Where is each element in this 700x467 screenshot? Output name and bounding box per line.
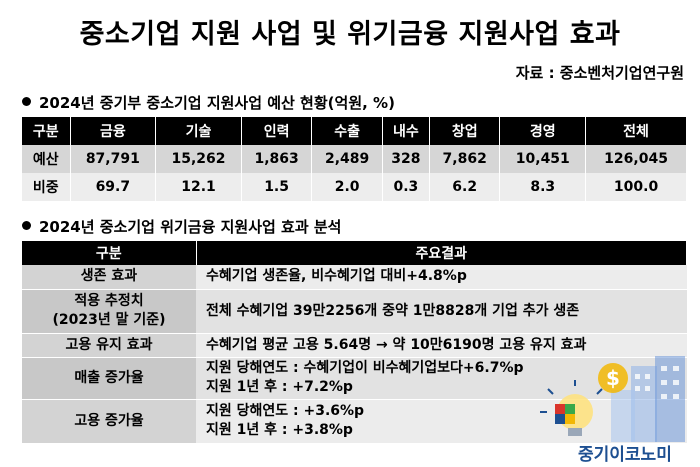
table-row: 예산 87,791 15,262 1,863 2,489 328 7,862 1… [22, 145, 687, 173]
effect-section-heading: 2024년 중소기업 위기금융 지원사업 효과 분석 [22, 216, 341, 237]
svg-text:$: $ [606, 366, 620, 390]
effect-value: 지원 당해연도 : +3.6%p 지원 1년 후 : +3.8%p [196, 399, 687, 444]
effect-key-line: 적용 추정치 [74, 293, 144, 309]
effect-key-line: 매출 증가율 [74, 369, 144, 386]
source-note: 자료 : 중소벤처기업연구원 [515, 64, 684, 82]
table-cell: 7,862 [429, 145, 501, 173]
effect-key: 고용 유지 효과 [22, 333, 196, 358]
table-cell: 2,489 [311, 145, 383, 173]
budget-header-cell: 기술 [155, 117, 242, 145]
table-cell: 1.5 [241, 173, 313, 201]
effect-value: 전체 수혜기업 39만2256개 중약 1만8828개 기업 추가 생존 [196, 289, 687, 334]
table-cell: 2.0 [311, 173, 383, 201]
budget-header-cell: 전체 [585, 117, 687, 145]
effect-key-line: 고용 증가율 [74, 412, 144, 429]
budget-table: 구분 금융 기술 인력 수출 내수 창업 경영 전체 예산 87,791 15,… [22, 117, 687, 201]
table-cell: 100.0 [585, 173, 687, 201]
table-row: 고용 유지 효과 수혜기업 평균 고용 5.64명 → 약 10만6190명 고… [22, 333, 687, 358]
effect-section-heading-text: 2024년 중소기업 위기금융 지원사업 효과 분석 [39, 218, 342, 236]
table-row: 고용 증가율 지원 당해연도 : +3.6%p 지원 1년 후 : +3.8%p [22, 399, 687, 444]
effect-key: 적용 추정치 (2023년 말 기준) [22, 289, 196, 334]
effect-key-line: 고용 유지 효과 [65, 336, 153, 353]
effect-value: 수혜기업 평균 고용 5.64명 → 약 10만6190명 고용 유지 효과 [196, 333, 687, 358]
effect-value-line: 지원 1년 후 : +3.8%p [206, 422, 353, 438]
effect-value-line: 지원 당해연도 : 수혜기업이 비수혜기업보다+6.7%p [206, 360, 524, 376]
budget-header-cell: 구분 [22, 117, 71, 145]
effect-key: 고용 증가율 [22, 399, 196, 444]
page-title: 중소기업 지원 사업 및 위기금융 지원사업 효과 [79, 19, 621, 50]
effect-key-line: 생존 효과 [80, 268, 138, 285]
budget-header-cell: 창업 [429, 117, 501, 145]
budget-section-heading-text: 2024년 중기부 중소기업 지원사업 예산 현황(억원, %) [39, 94, 395, 112]
effect-key: 매출 증가율 [22, 357, 196, 400]
budget-header-cell: 경영 [499, 117, 587, 145]
effect-value-line: 지원 1년 후 : +7.2%p [206, 379, 353, 395]
table-cell: 0.3 [382, 173, 430, 201]
row-label: 비중 [22, 173, 71, 201]
table-cell: 10,451 [499, 145, 587, 173]
bullet-icon [22, 97, 31, 106]
effect-header-cell: 주요결과 [196, 241, 687, 265]
table-cell: 6.2 [429, 173, 501, 201]
table-cell: 8.3 [499, 173, 587, 201]
effect-value-line: 전체 수혜기업 39만2256개 중약 1만8828개 기업 추가 생존 [206, 302, 580, 319]
table-row: 비중 69.7 12.1 1.5 2.0 0.3 6.2 8.3 100.0 [22, 173, 687, 201]
budget-header-cell: 인력 [241, 117, 313, 145]
effect-value-line: 수혜기업 평균 고용 5.64명 → 약 10만6190명 고용 유지 효과 [206, 336, 587, 353]
budget-header-cell: 수출 [311, 117, 383, 145]
bullet-icon [22, 221, 31, 230]
budget-header-cell: 금융 [70, 117, 157, 145]
effect-key-line: (2023년 말 기준) [52, 312, 166, 328]
budget-section-heading: 2024년 중기부 중소기업 지원사업 예산 현황(억원, %) [22, 92, 395, 113]
budget-header-cell: 내수 [382, 117, 430, 145]
dollar-bulb-building-icon: $ [540, 356, 685, 442]
table-cell: 328 [382, 145, 430, 173]
table-cell: 69.7 [70, 173, 157, 201]
row-label: 예산 [22, 145, 71, 173]
table-cell: 12.1 [155, 173, 242, 201]
effect-table: 구분 주요결과 생존 효과 수혜기업 생존율, 비수혜기업 대비+4.8%p 적… [22, 241, 687, 444]
effect-value-line: 수혜기업 생존율, 비수혜기업 대비+4.8%p [206, 268, 467, 285]
table-row: 적용 추정치 (2023년 말 기준) 전체 수혜기업 39만2256개 중약 1… [22, 289, 687, 334]
brand-logo: 중기이코노미 [578, 445, 672, 465]
table-row: 생존 효과 수혜기업 생존율, 비수혜기업 대비+4.8%p [22, 265, 687, 290]
table-row: 매출 증가율 지원 당해연도 : 수혜기업이 비수혜기업보다+6.7%p 지원 1… [22, 357, 687, 400]
effect-value-line: 지원 당해연도 : +3.6%p [206, 403, 365, 419]
effect-value: 지원 당해연도 : 수혜기업이 비수혜기업보다+6.7%p 지원 1년 후 : +… [196, 357, 687, 400]
effect-table-header: 구분 주요결과 [22, 241, 687, 265]
table-cell: 126,045 [585, 145, 687, 173]
table-cell: 87,791 [70, 145, 157, 173]
table-cell: 1,863 [241, 145, 313, 173]
effect-key: 생존 효과 [22, 265, 196, 290]
budget-table-header: 구분 금융 기술 인력 수출 내수 창업 경영 전체 [22, 117, 687, 145]
effect-value: 수혜기업 생존율, 비수혜기업 대비+4.8%p [196, 265, 687, 290]
table-cell: 15,262 [155, 145, 242, 173]
effect-header-cell: 구분 [22, 241, 197, 265]
